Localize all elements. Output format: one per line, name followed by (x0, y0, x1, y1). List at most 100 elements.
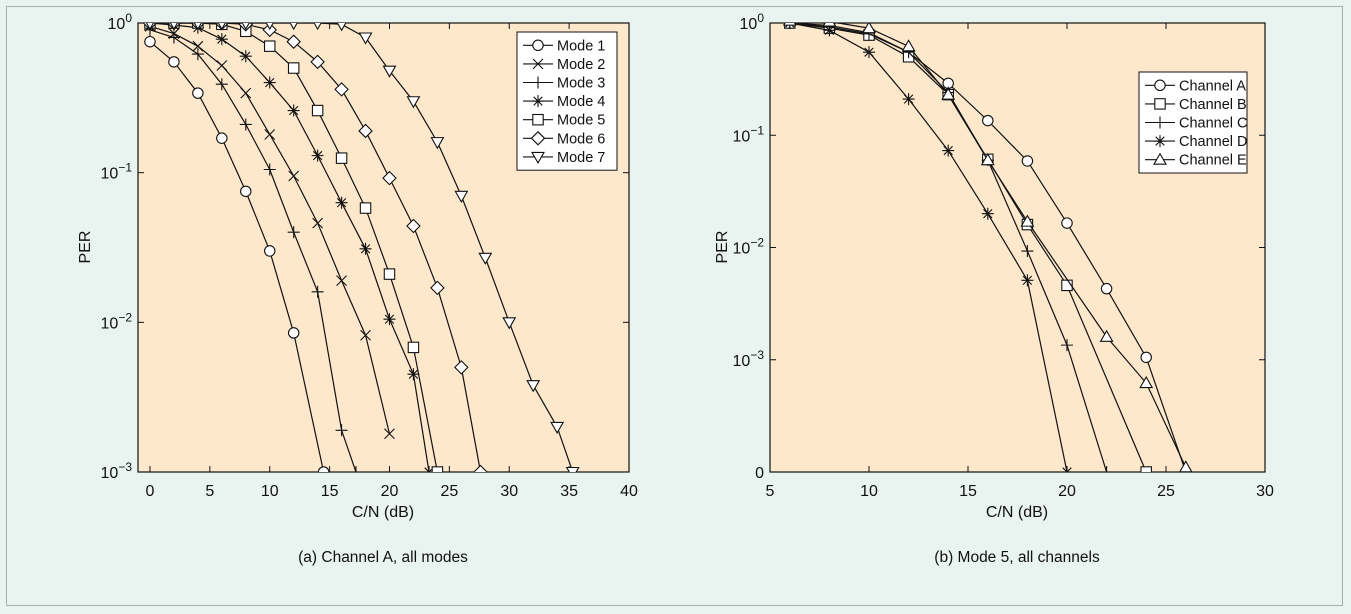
chart-b-data-point (1021, 245, 1034, 258)
chart-b-y-tick-label: 100 (740, 11, 765, 33)
chart-b-legend-label: Channel C (1179, 116, 1248, 132)
chart-a-data-point (215, 33, 228, 46)
chart-a-data-point (382, 65, 397, 78)
chart-a-data-point (359, 202, 372, 214)
chart-a-data-point (407, 341, 420, 354)
chart-a-series-line (149, 29, 357, 472)
chart-a-data-point (193, 23, 202, 31)
chart-a-data-point (407, 368, 420, 381)
chart-b-data-point (823, 24, 836, 37)
chart-a-x-axis-label: C/N (dB) (352, 504, 414, 521)
chart-b-x-tick-label: 5 (766, 483, 775, 500)
chart-b-data-point (980, 153, 995, 166)
chart-a-data-point (383, 313, 396, 326)
chart-a-data-point (349, 466, 362, 472)
chart-a-data-point (313, 23, 322, 31)
chart-a-data-point (263, 40, 276, 52)
chart-a-data-point (384, 428, 395, 440)
chart-b-legend-label: Channel D (1179, 134, 1248, 150)
chart-b-series-4 (783, 23, 1073, 472)
chart-a-data-point (360, 329, 371, 341)
chart-a-data-point (264, 129, 276, 140)
chart-a-data-point (359, 242, 372, 255)
chart-a-data-point (312, 217, 324, 229)
chart-b-data-point (1021, 274, 1034, 287)
chart-a-series (142, 23, 580, 472)
chart-b-legend: Channel A Channel B Channel C Channel D Chan… (1138, 71, 1248, 174)
chart-a-data-point (240, 185, 252, 198)
chart-a-series-6 (142, 23, 488, 472)
chart-b-legend-marker (1154, 116, 1166, 129)
chart-a-data-point (335, 424, 348, 437)
chart-b-legend-entry: Channel E (1145, 152, 1247, 169)
chart-b-legend-entry: Channel C (1145, 116, 1248, 132)
chart-a-y-axis-label: PER (77, 231, 94, 264)
chart-a-data-point (502, 317, 517, 330)
chart-b-data-point (1100, 466, 1113, 472)
chart-b-data-point (981, 207, 994, 220)
chart-a-data-point (287, 62, 300, 74)
chart-b-ticks: 5 10 15 20 25 30 100 10−1 10−2 10−3 0 (733, 11, 1274, 500)
chart-a-data-point (217, 23, 226, 31)
chart-a-legend-label: Mode 3 (557, 76, 605, 92)
chart-b-caption: (b) Mode 5, all channels (934, 549, 1100, 566)
chart-b-data-point (1061, 466, 1073, 472)
chart-b-y-tick-label: 10−3 (733, 348, 765, 370)
chart-b-data-point (1061, 339, 1073, 352)
chart-b-data-point (782, 23, 797, 26)
chart-a-data-point (216, 60, 228, 71)
chart-a-data-point (430, 280, 445, 296)
chart-b-series (782, 23, 1193, 472)
chart-a-x-tick-label: 20 (381, 483, 399, 500)
chart-b-data-point (862, 23, 876, 34)
chart-a-data-point (526, 380, 541, 393)
chart-a-data-point (454, 190, 469, 203)
chart-b-legend-marker (1154, 79, 1166, 92)
chart-b-data-point (1021, 155, 1034, 167)
chart-a-data-point (334, 82, 349, 97)
chart-a-data-point (311, 285, 324, 298)
chart-b-series-line (789, 23, 1068, 472)
chart-a-data-point (191, 48, 204, 61)
chart-a-data-point (289, 23, 298, 31)
chart-a-legend-marker (531, 151, 545, 165)
chart-a-data-point (335, 152, 348, 164)
chart-a-ticks: 0 5 10 15 20 25 30 35 40 100 10−1 10−2 10−3 (101, 11, 638, 500)
chart-a-legend-label: Mode 6 (557, 131, 605, 147)
chart-a-legend-marker (532, 39, 544, 52)
chart-a-legend-label: Mode 7 (557, 150, 605, 166)
chart-b-data-point (982, 114, 994, 127)
chart-a-data-point (336, 275, 347, 287)
chart-a-legend-entry: Mode 5 (523, 113, 605, 129)
chart-b-data-point (1100, 282, 1113, 295)
chart-b-legend-marker (1153, 152, 1167, 165)
chart-a-data-point (335, 196, 348, 209)
chart-a-data-point (550, 421, 565, 435)
chart-a-y-tick-label: 100 (108, 11, 133, 33)
chart-b-data-point (1179, 460, 1193, 472)
chart-a-x-tick-label: 25 (440, 483, 458, 500)
chart-b-legend-label: Channel B (1179, 97, 1247, 113)
chart-a-data-point (336, 23, 347, 32)
chart-b-legend-label: Channel A (1179, 78, 1246, 94)
chart-b-data-point (942, 144, 955, 157)
chart-b-legend-marker (1154, 135, 1166, 148)
chart-b-y-tick-label: 0 (755, 465, 764, 482)
chart-b-y-tick-label: 10−1 (733, 123, 765, 145)
chart-b-x-tick-label: 30 (1256, 483, 1274, 500)
chart-b-data-point (901, 39, 916, 52)
chart-a-legend-marker (532, 95, 544, 108)
chart-a-data-point (192, 40, 204, 52)
chart-a-data-point (383, 268, 396, 280)
chart-a-legend-label: Mode 1 (557, 38, 605, 54)
chart-b-series-5 (782, 23, 1193, 472)
chart-b-x-tick-label: 25 (1157, 483, 1175, 500)
chart-a-data-point (265, 23, 274, 31)
chart-a-series-line (149, 41, 325, 472)
chart-a-legend-label: Mode 5 (557, 113, 605, 129)
chart-a-data-point (431, 466, 444, 472)
chart-a-legend-marker (532, 76, 544, 89)
chart-a-data-point (239, 118, 252, 131)
